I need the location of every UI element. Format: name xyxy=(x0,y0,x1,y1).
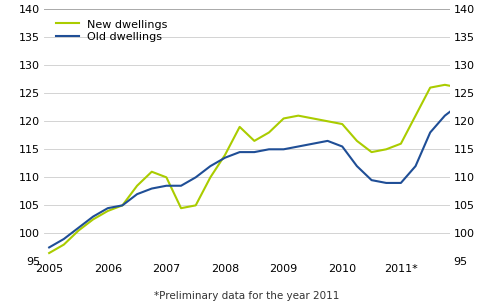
New dwellings xyxy=(120,204,125,207)
New dwellings xyxy=(207,175,213,179)
Old dwellings xyxy=(149,187,155,190)
Old dwellings xyxy=(456,103,462,106)
Old dwellings xyxy=(193,175,199,179)
Old dwellings xyxy=(412,164,418,168)
Old dwellings xyxy=(354,164,360,168)
New dwellings xyxy=(339,122,345,126)
Old dwellings xyxy=(266,147,272,151)
New dwellings xyxy=(251,139,257,143)
Line: Old dwellings: Old dwellings xyxy=(49,71,494,247)
New dwellings xyxy=(149,170,155,174)
Old dwellings xyxy=(207,164,213,168)
New dwellings xyxy=(471,88,477,92)
Old dwellings xyxy=(105,206,111,210)
New dwellings xyxy=(398,142,404,146)
Old dwellings xyxy=(120,204,125,207)
Old dwellings xyxy=(442,114,448,117)
Old dwellings xyxy=(383,181,389,185)
New dwellings xyxy=(178,206,184,210)
Old dwellings xyxy=(251,150,257,154)
New dwellings xyxy=(412,114,418,117)
New dwellings xyxy=(295,114,301,117)
Old dwellings xyxy=(427,131,433,134)
New dwellings xyxy=(105,209,111,213)
Old dwellings xyxy=(164,184,169,188)
New dwellings xyxy=(237,125,243,129)
Old dwellings xyxy=(486,97,492,101)
New dwellings xyxy=(76,229,82,233)
Text: *Preliminary data for the year 2011: *Preliminary data for the year 2011 xyxy=(154,291,340,301)
New dwellings xyxy=(281,117,287,120)
Old dwellings xyxy=(295,145,301,148)
Old dwellings xyxy=(310,142,316,146)
New dwellings xyxy=(164,175,169,179)
Old dwellings xyxy=(76,226,82,230)
Old dwellings xyxy=(325,139,330,143)
New dwellings xyxy=(310,117,316,120)
New dwellings xyxy=(46,251,52,255)
New dwellings xyxy=(486,88,492,92)
Line: New dwellings: New dwellings xyxy=(49,12,494,253)
New dwellings xyxy=(90,218,96,221)
Old dwellings xyxy=(90,215,96,218)
New dwellings xyxy=(222,153,228,157)
Old dwellings xyxy=(46,246,52,249)
Old dwellings xyxy=(237,150,243,154)
New dwellings xyxy=(427,86,433,89)
New dwellings xyxy=(266,131,272,134)
Old dwellings xyxy=(471,94,477,98)
Old dwellings xyxy=(61,237,67,241)
Old dwellings xyxy=(369,178,374,182)
Old dwellings xyxy=(134,192,140,196)
Old dwellings xyxy=(222,156,228,160)
Old dwellings xyxy=(398,181,404,185)
New dwellings xyxy=(442,83,448,87)
Old dwellings xyxy=(339,145,345,148)
Legend: New dwellings, Old dwellings: New dwellings, Old dwellings xyxy=(54,17,170,44)
New dwellings xyxy=(369,150,374,154)
New dwellings xyxy=(456,86,462,89)
Old dwellings xyxy=(281,147,287,151)
New dwellings xyxy=(383,147,389,151)
New dwellings xyxy=(193,204,199,207)
New dwellings xyxy=(325,119,330,123)
New dwellings xyxy=(354,139,360,143)
Old dwellings xyxy=(178,184,184,188)
New dwellings xyxy=(134,184,140,188)
New dwellings xyxy=(61,243,67,247)
